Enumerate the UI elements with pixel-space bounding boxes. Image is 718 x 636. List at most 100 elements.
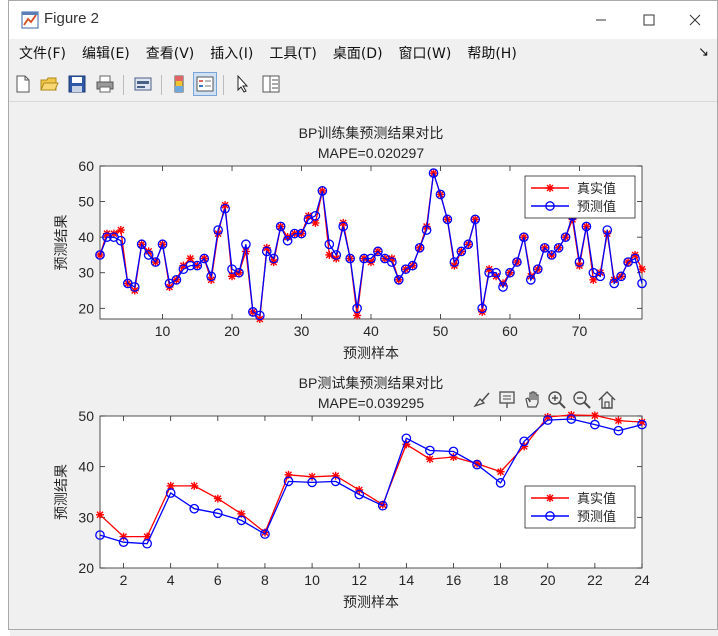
- hide-plot-tools-button[interactable]: [167, 72, 191, 96]
- prediction-marker: [498, 282, 508, 292]
- true-value-marker: [228, 272, 237, 281]
- prediction-marker: [324, 239, 335, 250]
- prediction-marker: [275, 221, 286, 232]
- x-tick-label: 18: [493, 572, 509, 588]
- prediction-marker: [95, 250, 105, 260]
- prediction-marker: [545, 201, 555, 211]
- prediction-marker: [630, 253, 640, 264]
- prediction-marker: [213, 225, 223, 235]
- save-button[interactable]: [65, 72, 89, 96]
- title-bar[interactable]: Figure 2: [9, 1, 717, 39]
- prediction-marker: [254, 310, 265, 321]
- edit-plot-button[interactable]: [231, 72, 255, 96]
- menu-file[interactable]: 文件(F): [19, 46, 66, 62]
- zoom-out-icon[interactable]: [573, 391, 591, 409]
- true-value-marker: [308, 472, 317, 481]
- prediction-marker: [268, 253, 279, 264]
- prediction-marker: [581, 221, 592, 232]
- menu-edit[interactable]: 编辑(E): [81, 46, 130, 62]
- toolbar-separator: [123, 75, 124, 95]
- data-tips-icon[interactable]: [499, 391, 515, 408]
- chart-title: BP训练集预测结果对比: [299, 125, 444, 141]
- y-tick-label: 20: [78, 560, 94, 576]
- true-value-marker: [325, 250, 334, 259]
- chart-subtitle: MAPE=0.020297: [318, 145, 424, 161]
- figure-window: Figure 2 文件(F) 编辑(E) 查看(V) 插入(I) 工具(T) 桌…: [8, 0, 718, 630]
- property-inspector-icon: [262, 75, 280, 93]
- true-value-marker: [546, 494, 554, 502]
- prediction-marker: [637, 278, 647, 289]
- prediction-marker: [421, 225, 432, 235]
- y-tick-label: 40: [78, 229, 94, 245]
- prediction-marker: [136, 239, 147, 250]
- true-value-marker: [190, 481, 199, 490]
- x-tick-label: 12: [351, 572, 367, 588]
- x-tick-label: 22: [587, 572, 603, 588]
- folder-open-icon: [40, 77, 59, 91]
- legend-button[interactable]: [193, 72, 217, 96]
- figure-toolbar: [9, 67, 717, 102]
- menu-view[interactable]: 查看(V): [145, 46, 195, 62]
- prediction-marker: [95, 530, 105, 540]
- prediction-marker: [171, 275, 182, 285]
- true-value-marker: [353, 311, 362, 320]
- x-tick-label: 10: [155, 323, 171, 339]
- property-inspector-button[interactable]: [259, 72, 283, 96]
- x-tick-label: 8: [261, 572, 269, 588]
- minimize-button[interactable]: [581, 7, 621, 33]
- link-plot-button[interactable]: [131, 72, 155, 96]
- prediction-marker: [199, 253, 210, 264]
- x-tick-label: 20: [540, 572, 556, 588]
- menu-desktop[interactable]: 桌面(D): [332, 46, 383, 62]
- print-button[interactable]: [93, 72, 117, 96]
- prediction-marker: [165, 488, 176, 498]
- true-value-marker: [311, 218, 320, 227]
- save-icon: [68, 75, 86, 93]
- menu-help[interactable]: 帮助(H): [467, 46, 517, 62]
- prediction-marker: [495, 478, 506, 488]
- prediction-marker: [470, 214, 481, 225]
- y-axis-label: 预测结果: [53, 215, 69, 271]
- prediction-marker: [234, 267, 244, 278]
- prediction-marker: [189, 503, 200, 514]
- home-icon[interactable]: [598, 391, 616, 409]
- x-tick-label: 4: [167, 572, 175, 588]
- x-tick-label: 6: [214, 572, 222, 588]
- menu-tools[interactable]: 工具(T): [269, 46, 317, 62]
- maximize-button[interactable]: [629, 7, 669, 33]
- prediction-marker: [512, 257, 522, 267]
- true-value-marker: [284, 470, 293, 479]
- menu-window[interactable]: 窗口(W): [398, 46, 452, 62]
- matlab-figure-icon: [21, 11, 39, 29]
- y-tick-label: 60: [78, 158, 94, 174]
- zoom-in-icon[interactable]: [548, 391, 566, 409]
- open-file-button[interactable]: [37, 72, 61, 96]
- prediction-marker: [505, 267, 515, 278]
- true-value-marker: [638, 265, 646, 274]
- new-figure-button[interactable]: [11, 72, 35, 96]
- x-tick-label: 10: [304, 572, 320, 588]
- menu-overflow-arrow-icon[interactable]: ↘: [698, 45, 709, 60]
- prediction-marker: [525, 275, 536, 285]
- prediction-marker: [491, 267, 501, 278]
- pan-icon[interactable]: [525, 391, 539, 408]
- prediction-marker: [236, 515, 247, 526]
- menu-insert[interactable]: 插入(I): [210, 46, 254, 62]
- axes-toolbar[interactable]: [473, 391, 616, 409]
- window-title: Figure 2: [44, 10, 100, 27]
- prediction-marker: [261, 246, 272, 257]
- prediction-marker: [401, 433, 412, 444]
- prediction-marker: [366, 253, 376, 264]
- y-tick-label: 50: [78, 408, 94, 424]
- prediction-marker: [386, 257, 397, 267]
- x-tick-label: 16: [446, 572, 462, 588]
- toolbar-separator: [223, 75, 224, 95]
- prediction-marker: [448, 446, 459, 457]
- prediction-marker: [310, 210, 321, 221]
- x-tick-label: 60: [502, 323, 518, 339]
- brush-icon[interactable]: [473, 392, 490, 408]
- close-icon: [689, 14, 701, 26]
- close-button[interactable]: [675, 7, 715, 33]
